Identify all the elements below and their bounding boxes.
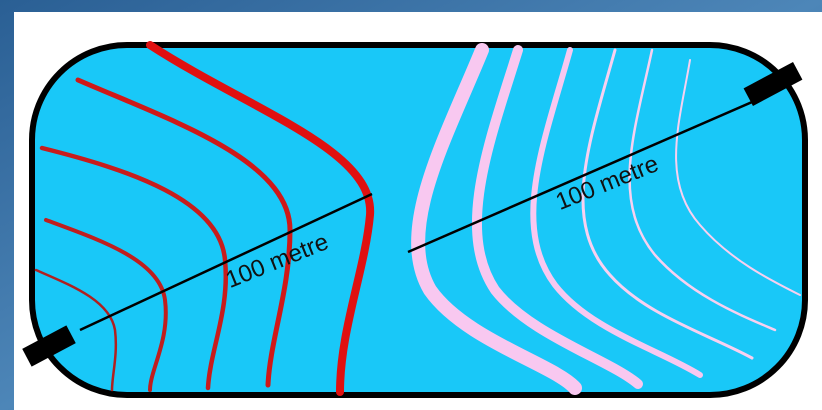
probe — [743, 62, 803, 106]
pink-waves — [411, 43, 801, 395]
probe — [22, 325, 76, 367]
distance-line — [407, 90, 776, 254]
red-waves — [34, 41, 375, 396]
distance-line — [79, 192, 373, 332]
